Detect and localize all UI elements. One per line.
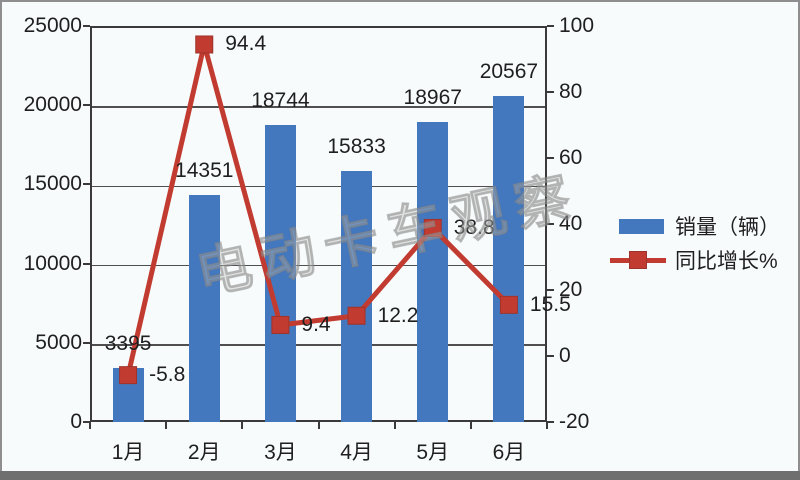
growth-value-label: 9.4 — [301, 312, 331, 336]
right-axis-tick — [547, 25, 554, 27]
left-axis-tick-label: 15000 — [23, 172, 82, 196]
x-axis-tick — [469, 422, 472, 429]
x-axis-tick — [317, 422, 320, 429]
x-axis-tick — [546, 422, 548, 429]
right-axis-tick-label: 40 — [559, 212, 583, 235]
right-axis-tick-label: 0 — [559, 344, 571, 367]
legend-item-growth: 同比增长% — [610, 243, 780, 277]
sales-value-label: 18744 — [251, 89, 310, 113]
sales-value-label: 3395 — [104, 332, 152, 356]
left-axis-tick — [83, 183, 90, 186]
growth-marker — [423, 218, 442, 237]
growth-marker — [271, 315, 290, 334]
growth-line — [125, 43, 511, 376]
right-axis-tick-label: 60 — [559, 146, 583, 169]
left-axis-tick — [83, 341, 90, 344]
sales-bar — [417, 121, 449, 422]
sales-bar — [264, 125, 296, 422]
sales-legend-label: 销量（辆） — [675, 216, 780, 239]
growth-value-label: 94.4 — [225, 32, 267, 56]
right-axis-tick — [547, 91, 554, 93]
growth-legend-swatch — [610, 251, 666, 269]
x-axis-category-label: 4月 — [340, 441, 373, 464]
left-axis-tick — [83, 104, 90, 107]
sales-bar — [188, 194, 220, 422]
gridline — [92, 344, 545, 346]
right-axis-tick-label: -20 — [559, 410, 590, 433]
sales-legend-swatch — [619, 218, 664, 234]
gridline — [92, 264, 545, 267]
left-axis-tick — [83, 262, 90, 265]
legend-item-sales: 销量（辆） — [610, 209, 780, 243]
right-axis-tick — [547, 421, 554, 423]
growth-line-chart — [119, 35, 518, 385]
growth-marker — [195, 35, 214, 54]
growth-legend-label: 同比增长% — [675, 250, 778, 273]
x-axis-tick — [241, 422, 244, 429]
sales-bar — [341, 171, 373, 422]
x-axis-tick — [89, 422, 91, 429]
right-axis-tick — [547, 157, 554, 159]
x-axis-category-label: 5月 — [416, 441, 450, 464]
x-axis-category-label: 6月 — [492, 441, 526, 464]
growth-marker — [119, 366, 138, 385]
sales-bar — [493, 96, 525, 422]
left-axis-tick-label: 25000 — [23, 14, 82, 37]
sales-value-label: 20567 — [479, 60, 539, 84]
gridline — [92, 106, 545, 108]
left-axis-tick — [83, 421, 90, 423]
growth-marker — [347, 306, 366, 325]
sales-value-label: 15833 — [327, 135, 386, 159]
right-axis-tick-label: 80 — [559, 80, 583, 103]
x-axis-category-label: 3月 — [264, 441, 297, 464]
sales-value-label: 18967 — [403, 85, 462, 109]
x-axis-category-label: 2月 — [187, 441, 221, 464]
left-axis-tick — [83, 25, 90, 27]
right-axis-tick-label: 20 — [559, 278, 583, 301]
x-axis-tick — [393, 422, 396, 429]
growth-value-label: 15.5 — [529, 292, 571, 316]
right-axis-tick — [547, 355, 554, 357]
legend: 销量（辆） 同比增长% — [610, 209, 780, 277]
left-axis-tick-label: 10000 — [23, 251, 82, 275]
plot-area — [90, 26, 547, 422]
growth-marker — [499, 295, 518, 314]
x-axis-category-label: 1月 — [111, 441, 145, 464]
right-axis-tick-label: 100 — [559, 14, 595, 37]
left-axis-tick-label: 20000 — [23, 93, 82, 117]
sales-value-label: 14351 — [175, 158, 234, 182]
x-axis-tick — [165, 422, 168, 429]
growth-value-label: -5.8 — [149, 363, 186, 387]
left-axis-tick-label: 5000 — [35, 330, 82, 354]
left-axis-tick-label: 0 — [70, 410, 82, 433]
bottom-frame-bar — [0, 471, 800, 480]
right-axis-tick — [547, 289, 554, 291]
growth-legend-marker — [629, 251, 647, 269]
growth-value-label: 12.2 — [377, 303, 419, 327]
growth-value-label: 38.8 — [453, 215, 495, 239]
gridline — [92, 185, 545, 188]
right-axis-tick — [547, 223, 554, 225]
